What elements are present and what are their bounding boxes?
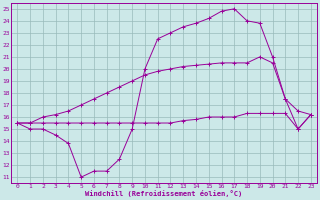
X-axis label: Windchill (Refroidissement éolien,°C): Windchill (Refroidissement éolien,°C) (85, 190, 243, 197)
